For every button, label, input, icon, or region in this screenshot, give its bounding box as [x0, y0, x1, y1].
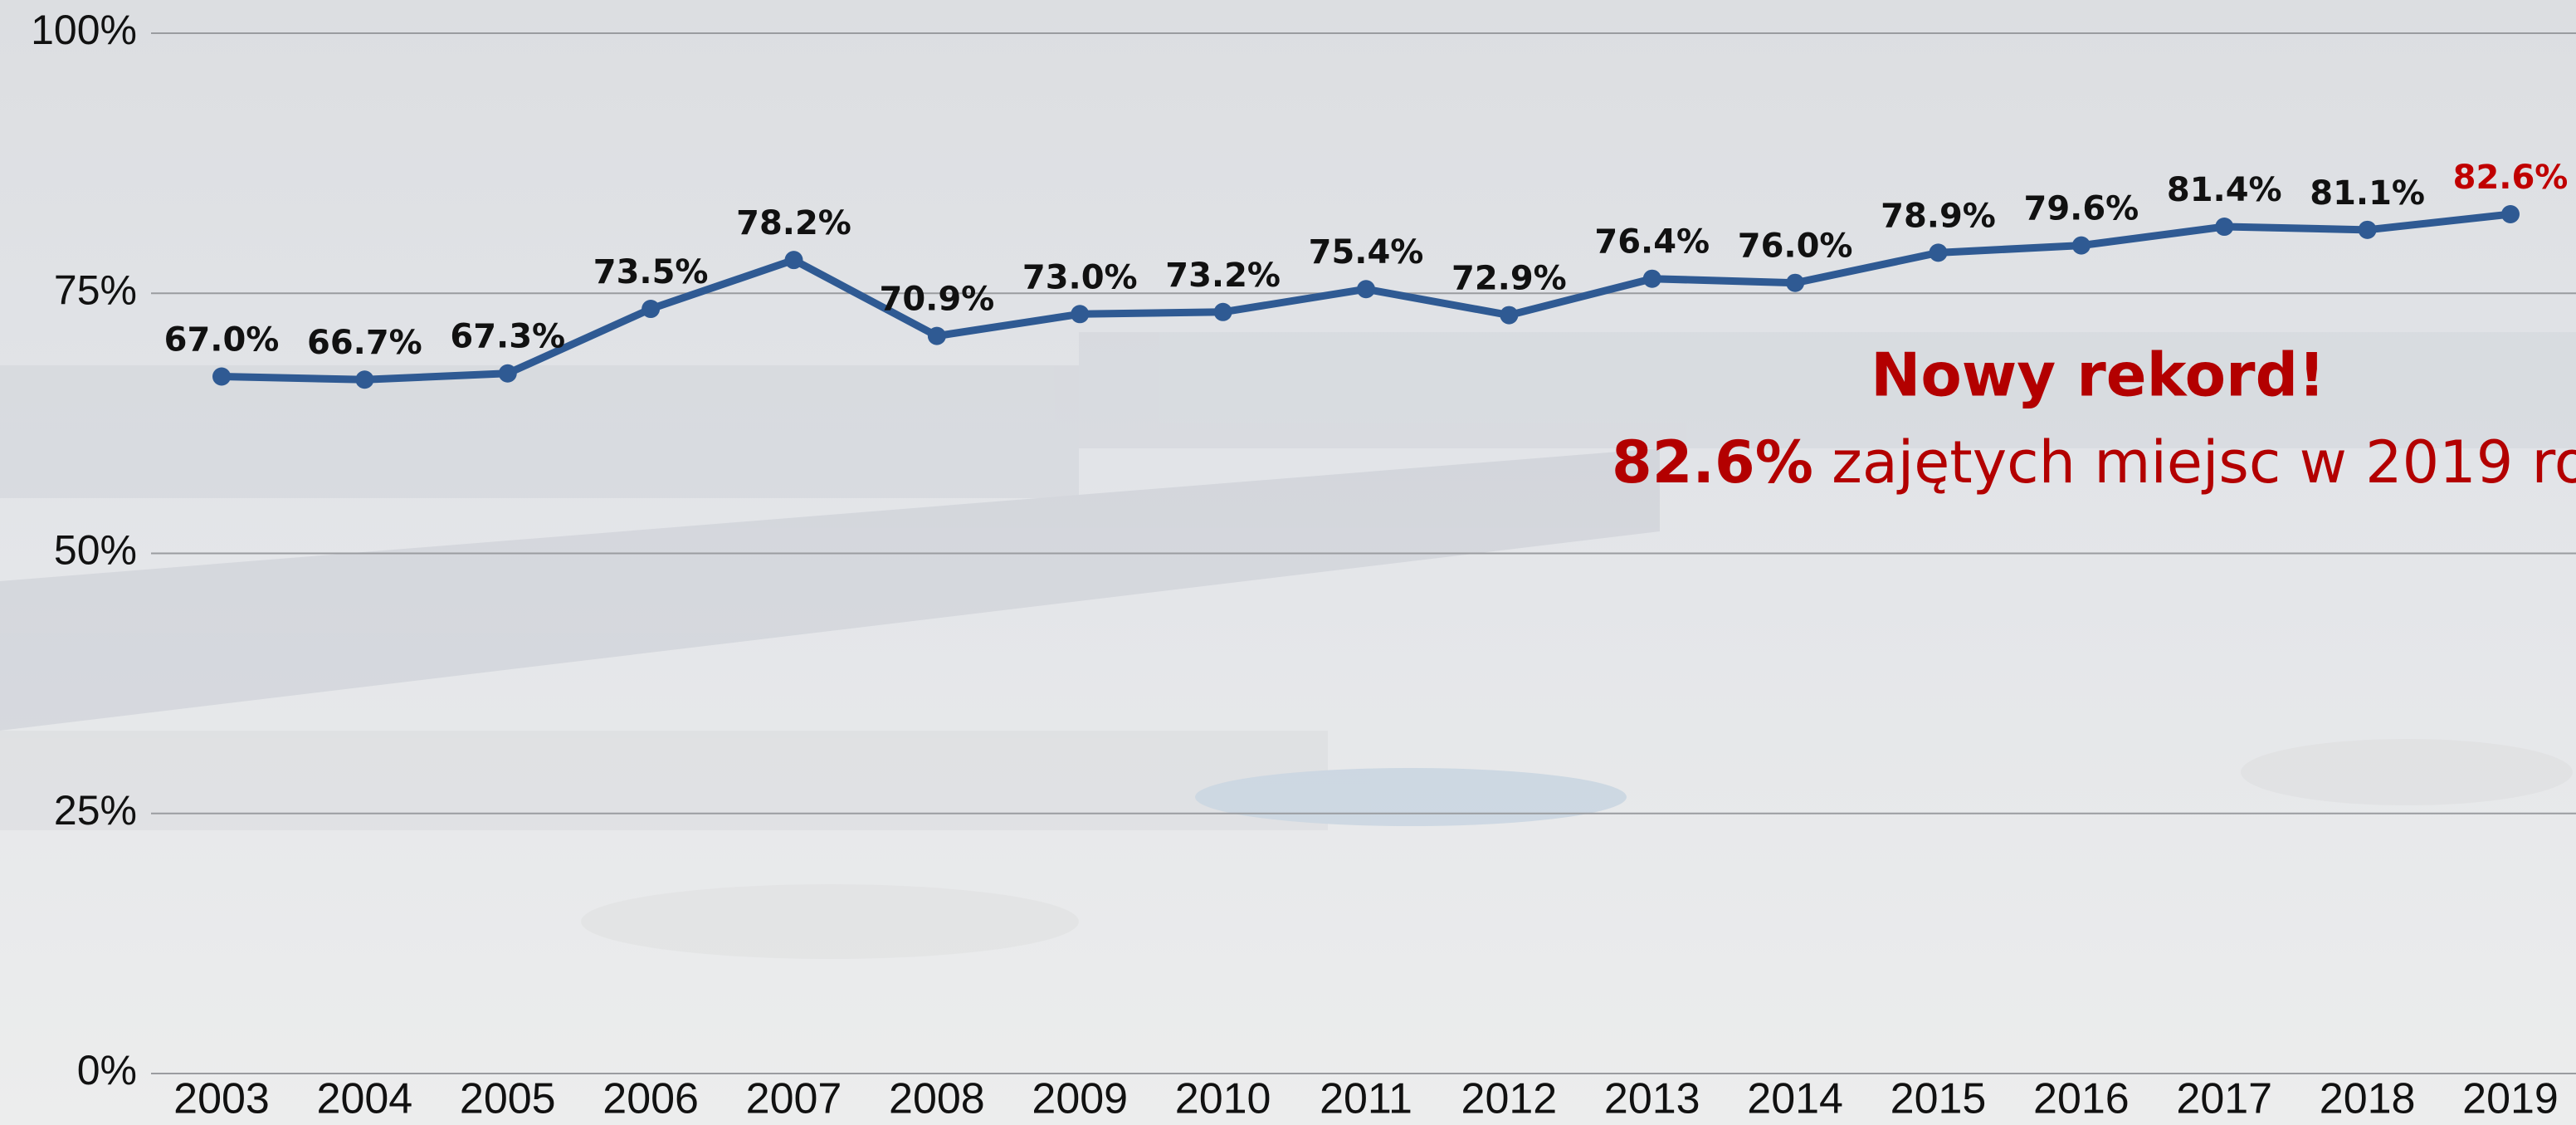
annotation-body: zajętych miejsc w 2019 roku [1832, 428, 2576, 496]
point [1357, 280, 1375, 298]
data-label: 81.1% [2310, 174, 2425, 213]
data-label: 76.4% [1594, 223, 1710, 262]
x-tick-label: 2010 [1175, 1075, 1271, 1123]
data-label: 73.2% [1165, 257, 1281, 295]
point [499, 364, 517, 383]
x-tick-label: 2016 [2033, 1075, 2130, 1123]
x-tick-label: 2007 [746, 1075, 842, 1123]
data-label: 67.3% [450, 318, 565, 356]
x-tick-label: 2006 [603, 1075, 699, 1123]
x-tick-label: 2012 [1461, 1075, 1558, 1123]
point [355, 370, 373, 389]
x-tick-label: 2008 [889, 1075, 985, 1123]
chart: Nowy rekord! 82.6% zajętych miejsc w 201… [0, 0, 2576, 1125]
point [1071, 305, 1089, 323]
point [1500, 306, 1518, 325]
x-tick-label: 2005 [460, 1075, 556, 1123]
data-label: 66.7% [307, 324, 422, 362]
x-tick-label: 2004 [317, 1075, 413, 1123]
data-label: 76.0% [1738, 227, 1853, 266]
data-label: 67.0% [164, 320, 280, 359]
point [1643, 270, 1661, 288]
data-label: 73.5% [593, 253, 709, 291]
data-label: 75.4% [1309, 233, 1424, 271]
data-label: 72.9% [1451, 260, 1567, 298]
point [1786, 274, 1804, 292]
annotation-title: Nowy rekord! [1871, 340, 2325, 410]
data-label: 79.6% [2023, 190, 2139, 228]
y-tick-label: 50% [54, 527, 137, 574]
x-tick-label: 2018 [2320, 1075, 2416, 1123]
data-label: 70.9% [879, 281, 994, 319]
point [1214, 303, 1232, 321]
y-tick-label: 25% [54, 787, 137, 834]
data-label: 73.0% [1022, 258, 1138, 296]
point [2072, 237, 2091, 255]
x-tick-label: 2013 [1604, 1075, 1700, 1123]
x-tick-label: 2015 [1891, 1075, 1987, 1123]
point [212, 367, 231, 385]
data-label: 78.2% [736, 204, 851, 242]
data-label: 82.6% [2453, 159, 2569, 197]
x-tick-label: 2011 [1320, 1075, 1412, 1123]
y-tick-label: 75% [54, 267, 137, 313]
y-tick-label: 100% [31, 7, 137, 53]
point [1930, 243, 1948, 262]
point [2359, 221, 2377, 239]
annotation-highlight: 82.6% [1612, 428, 1813, 496]
x-tick-label: 2003 [173, 1075, 270, 1123]
page: {"chart_data": {"type": "line", "categor… [0, 0, 2576, 1125]
point [642, 300, 660, 318]
x-tick-label: 2014 [1747, 1075, 1843, 1123]
x-tick-label: 2017 [2176, 1075, 2272, 1123]
point [785, 251, 803, 269]
point [928, 327, 946, 345]
data-label: 81.4% [2167, 171, 2282, 209]
point [2501, 205, 2520, 223]
x-tick-label: 2019 [2462, 1075, 2559, 1123]
point [2215, 218, 2233, 236]
y-tick-label: 0% [77, 1047, 137, 1093]
annotation-text: 82.6% zajętych miejsc w 2019 roku [1612, 428, 2576, 496]
x-tick-label: 2009 [1032, 1075, 1128, 1123]
data-label: 78.9% [1881, 197, 1996, 235]
